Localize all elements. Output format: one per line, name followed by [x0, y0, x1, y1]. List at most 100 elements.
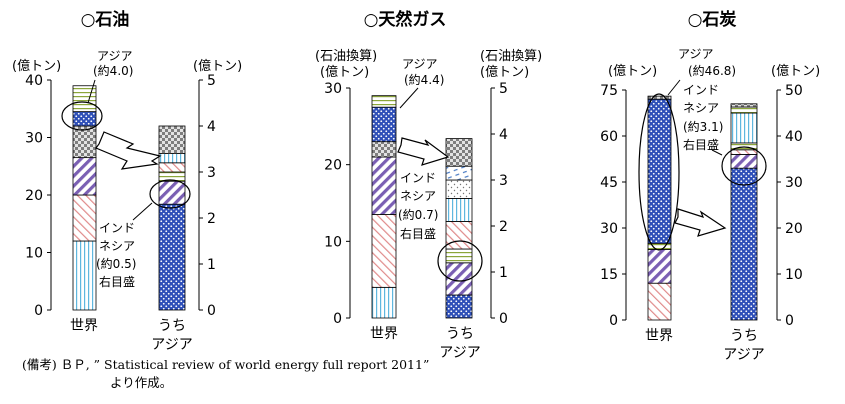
gas-indonesia-circle	[437, 240, 483, 282]
oil-asia-segment-vlines	[158, 153, 186, 164]
coal-right-tick-label: 30	[785, 175, 803, 191]
coal-cat-asia: うちアジア	[723, 328, 764, 363]
coal-cat-asia-line: うち	[730, 328, 758, 344]
coal-left-ticks: 0 15 30 45 60 75	[600, 83, 626, 329]
oil-right-tick-label: 3	[207, 165, 216, 181]
oil-indonesia-circle	[149, 179, 191, 209]
coal-cat-world: 世界	[645, 328, 673, 344]
coal-right-tick-label: 50	[785, 83, 803, 99]
gas-world-segment-dots	[371, 106, 397, 143]
coal-world-bar	[647, 95, 672, 321]
gas-ind-line2: ネシア	[400, 189, 436, 203]
oil-ind-line1: インド	[99, 221, 135, 235]
oil-right-ticks: 0 1 2 3 4 5	[199, 73, 216, 319]
gas-title: ○天然ガス	[364, 9, 447, 30]
gas-cat-asia: うちアジア	[439, 326, 480, 361]
coal-asia-segment-dots	[730, 167, 758, 321]
oil-left-tick-label: 30	[25, 131, 43, 147]
oil-world-segment-vlines	[72, 240, 97, 311]
gas-left-tick-label: 10	[324, 234, 342, 250]
coal-left-tick-label: 0	[609, 313, 618, 329]
gas-left-unit-2: (億トン)	[320, 64, 369, 80]
oil-asia-segment-hatch	[158, 180, 186, 205]
coal-left-tick-label: 60	[600, 129, 618, 145]
gas-right-tick-label: 2	[499, 219, 508, 235]
oil-right-tick-label: 5	[207, 73, 216, 89]
gas-right-tick-label: 0	[499, 311, 508, 327]
gas-cat-asia-line: アジア	[439, 345, 480, 361]
coal-world-segment-hatch	[647, 249, 672, 284]
gas-world-segment-hatch	[371, 156, 397, 215]
coal-right-tick-label: 20	[785, 221, 803, 237]
gas-right-unit-1: (石油換算)	[480, 49, 542, 64]
coal-ind-line3: (約3.1)	[683, 119, 723, 134]
coal-asia-segment-diag	[730, 149, 758, 155]
oil-world-segment-dots	[72, 111, 97, 127]
oil-cat-asia: うちアジア	[151, 318, 192, 353]
oil-left-unit: (億トン)	[12, 58, 61, 74]
oil-asia-leader	[87, 79, 96, 104]
oil-right-tick-label: 2	[207, 211, 216, 227]
gas-right-tick-label: 1	[499, 265, 508, 281]
oil-left-tick-label: 0	[34, 303, 43, 319]
gas-ind-line4: 右目盛	[400, 226, 436, 241]
oil-world-bar	[72, 85, 97, 311]
oil-asia-segment-diag	[158, 162, 186, 173]
gas-asia-segment-stipple	[445, 179, 473, 199]
oil-asia-bar	[158, 125, 186, 311]
gas-world-bar	[371, 95, 397, 319]
oil-asia-value: (約4.0)	[93, 63, 133, 78]
gas-ind-line1: インド	[400, 171, 436, 185]
coal-right-unit: (億トン)	[771, 63, 820, 79]
gas-right-tick-label: 5	[499, 81, 508, 97]
coal-asia-label: アジア	[678, 47, 714, 61]
gas-asia-segment-hlines	[445, 248, 473, 264]
coal-left-tick-label: 45	[600, 175, 618, 191]
gas-asia-segment-dots	[445, 294, 473, 319]
source-note-line1: (備考) ＢＰ, ” Statistical review of world e…	[22, 357, 430, 372]
coal-world-segment-diag	[647, 282, 672, 321]
coal-indonesia-leader	[711, 149, 723, 156]
gas-asia-segment-diag	[445, 220, 473, 250]
gas-cat-asia-line: うち	[446, 326, 474, 342]
coal-left-unit: (億トン)	[608, 63, 657, 79]
gas-left-unit-1: (石油換算)	[315, 49, 377, 64]
oil-left-tick-label: 20	[25, 188, 43, 204]
gas-asia-segment-dashes	[445, 165, 473, 181]
coal-asia-bar	[730, 103, 758, 321]
oil-asia-segment-checker	[158, 125, 186, 155]
gas-right-ticks: 0 1 2 3 4 5	[491, 81, 508, 327]
coal-asia-segment-hatch	[730, 153, 758, 169]
oil-asia-label: アジア	[97, 49, 133, 63]
oil-arrow	[95, 131, 162, 170]
coal-left-tick-label: 75	[600, 83, 618, 99]
coal-world-segment-dots	[647, 98, 672, 244]
oil-cat-world: 世界	[70, 318, 98, 334]
coal-asia-segment-checker	[730, 103, 758, 108]
coal-asia-leader	[667, 79, 681, 96]
source-note-line2: より作成。	[110, 375, 173, 390]
oil-indonesia-leader	[132, 202, 153, 221]
gas-left-ticks: 0 10 20 30	[324, 81, 350, 327]
coal-right-ticks: 0 10 20 30 40 50	[777, 83, 803, 329]
oil-world-segment-diag	[72, 194, 97, 242]
gas-panel: ○天然ガス (石油換算) (億トン) (石油換算) (億トン) 0102030 …	[315, 9, 542, 361]
oil-asia-segment-dots	[158, 203, 186, 311]
coal-left-tick-label: 30	[600, 221, 618, 237]
source-note: (備考) ＢＰ, ” Statistical review of world e…	[22, 356, 429, 392]
oil-title: ○石油	[81, 9, 130, 30]
coal-left-tick-label: 15	[600, 267, 618, 283]
gas-left-tick-label: 30	[324, 81, 342, 97]
oil-right-tick-label: 0	[207, 303, 216, 319]
gas-asia-label: アジア	[402, 57, 438, 71]
oil-asia-circle	[61, 101, 103, 131]
coal-asia-segment-vlines	[730, 112, 758, 144]
gas-left-tick-label: 20	[324, 158, 342, 174]
oil-ind-line3: (約0.5)	[96, 256, 136, 271]
oil-right-tick-label: 4	[207, 119, 216, 135]
gas-asia-value: (約4.4)	[404, 72, 444, 87]
coal-world-segment-checker	[647, 95, 672, 100]
